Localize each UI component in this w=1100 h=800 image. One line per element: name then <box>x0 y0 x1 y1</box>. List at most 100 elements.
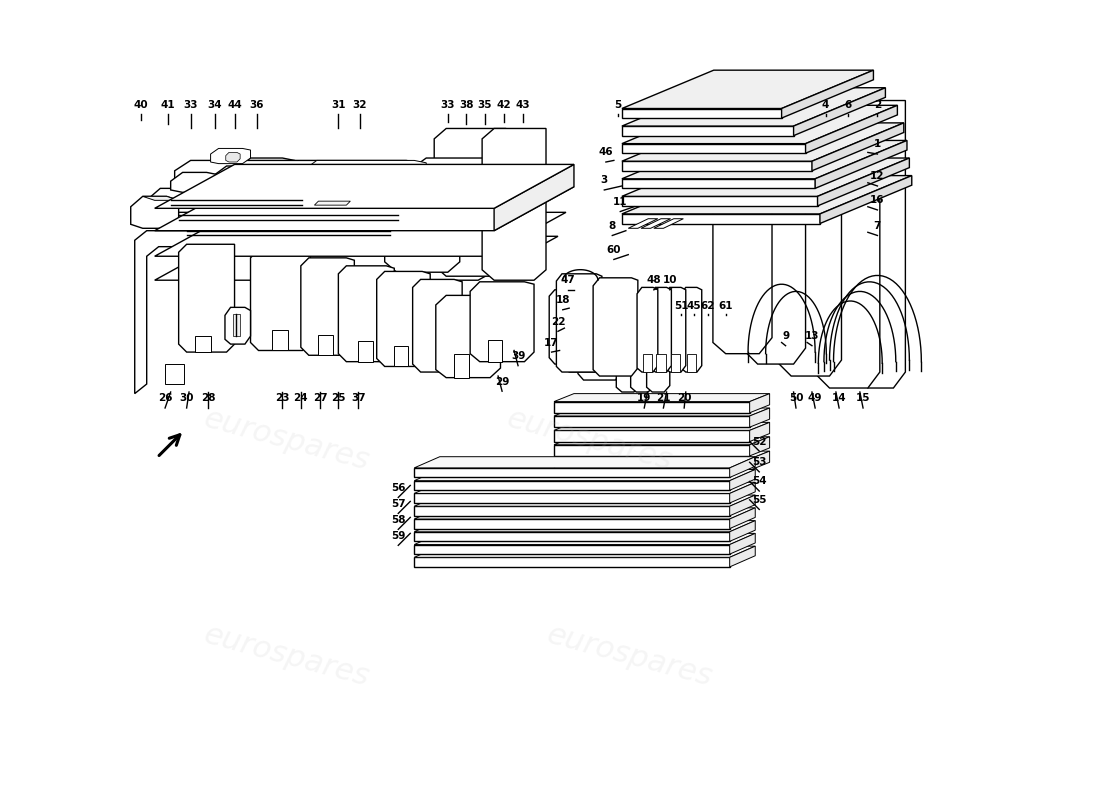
Polygon shape <box>793 88 886 136</box>
Text: eurospares: eurospares <box>543 619 716 692</box>
Polygon shape <box>415 506 729 516</box>
Polygon shape <box>557 274 602 372</box>
Polygon shape <box>630 318 653 392</box>
Polygon shape <box>593 278 638 376</box>
Polygon shape <box>155 212 566 256</box>
Polygon shape <box>415 495 756 506</box>
Polygon shape <box>671 354 680 372</box>
Polygon shape <box>415 468 729 478</box>
Polygon shape <box>621 214 820 223</box>
Text: 34: 34 <box>207 99 222 110</box>
Text: 28: 28 <box>201 394 216 403</box>
Text: eurospares: eurospares <box>504 404 676 476</box>
Polygon shape <box>415 494 729 503</box>
Text: 25: 25 <box>331 394 345 403</box>
Polygon shape <box>554 437 770 445</box>
Polygon shape <box>729 470 756 490</box>
Polygon shape <box>415 534 756 545</box>
Polygon shape <box>653 218 683 228</box>
Polygon shape <box>621 144 805 154</box>
Polygon shape <box>339 266 394 362</box>
Text: 47: 47 <box>560 275 575 286</box>
Polygon shape <box>729 495 756 516</box>
Polygon shape <box>359 341 373 362</box>
Polygon shape <box>750 408 770 427</box>
Polygon shape <box>616 318 639 392</box>
Polygon shape <box>729 534 756 554</box>
Polygon shape <box>554 459 750 470</box>
Polygon shape <box>621 175 912 214</box>
Polygon shape <box>554 408 770 416</box>
Text: 16: 16 <box>870 195 884 206</box>
Polygon shape <box>155 236 558 280</box>
Polygon shape <box>621 162 812 170</box>
Polygon shape <box>563 298 607 372</box>
Polygon shape <box>554 451 770 459</box>
Polygon shape <box>681 287 702 372</box>
Text: 11: 11 <box>613 197 627 207</box>
Polygon shape <box>820 175 912 223</box>
Polygon shape <box>628 218 658 228</box>
Polygon shape <box>415 521 756 532</box>
Polygon shape <box>621 196 817 206</box>
Text: 39: 39 <box>510 351 525 361</box>
Text: 37: 37 <box>351 394 365 403</box>
Polygon shape <box>226 153 240 162</box>
Polygon shape <box>155 186 574 230</box>
Polygon shape <box>549 290 592 364</box>
Polygon shape <box>415 546 756 558</box>
Polygon shape <box>750 394 770 413</box>
Polygon shape <box>195 336 210 352</box>
Polygon shape <box>746 137 805 364</box>
Polygon shape <box>415 482 756 494</box>
Text: 29: 29 <box>495 377 509 386</box>
Text: 21: 21 <box>657 394 671 403</box>
Polygon shape <box>394 346 408 366</box>
Text: 46: 46 <box>598 147 613 158</box>
Polygon shape <box>554 430 750 442</box>
Text: 26: 26 <box>157 394 173 403</box>
Text: 58: 58 <box>390 514 406 525</box>
Polygon shape <box>666 287 685 372</box>
Polygon shape <box>657 354 665 372</box>
Text: eurospares: eurospares <box>200 619 373 692</box>
Polygon shape <box>621 178 815 188</box>
Text: 13: 13 <box>805 331 820 341</box>
Polygon shape <box>178 244 234 352</box>
Text: 42: 42 <box>496 99 512 110</box>
Text: 55: 55 <box>752 495 767 505</box>
Text: 41: 41 <box>161 99 176 110</box>
Text: 43: 43 <box>516 99 530 110</box>
Text: 36: 36 <box>250 99 264 110</box>
Polygon shape <box>750 451 770 470</box>
Polygon shape <box>315 201 350 205</box>
Polygon shape <box>454 354 469 378</box>
Polygon shape <box>494 176 520 190</box>
Polygon shape <box>318 334 333 355</box>
Polygon shape <box>155 165 574 208</box>
Text: 59: 59 <box>392 530 406 541</box>
Polygon shape <box>415 545 729 554</box>
Polygon shape <box>713 146 772 354</box>
Polygon shape <box>578 306 621 380</box>
Polygon shape <box>729 482 756 503</box>
Text: 32: 32 <box>353 99 367 110</box>
Text: 4: 4 <box>822 99 829 110</box>
Text: 56: 56 <box>390 483 406 493</box>
Text: 10: 10 <box>662 275 676 286</box>
Polygon shape <box>729 508 756 529</box>
Polygon shape <box>226 307 251 344</box>
Polygon shape <box>647 318 670 392</box>
Text: 51: 51 <box>673 301 689 310</box>
Text: 19: 19 <box>637 394 651 403</box>
Text: 33: 33 <box>184 99 198 110</box>
Polygon shape <box>436 295 500 378</box>
Polygon shape <box>415 457 756 468</box>
Polygon shape <box>817 117 880 388</box>
Polygon shape <box>621 70 873 109</box>
Polygon shape <box>856 101 905 388</box>
Polygon shape <box>621 106 898 144</box>
Polygon shape <box>817 158 910 206</box>
Polygon shape <box>415 519 729 529</box>
Text: 53: 53 <box>752 458 767 467</box>
